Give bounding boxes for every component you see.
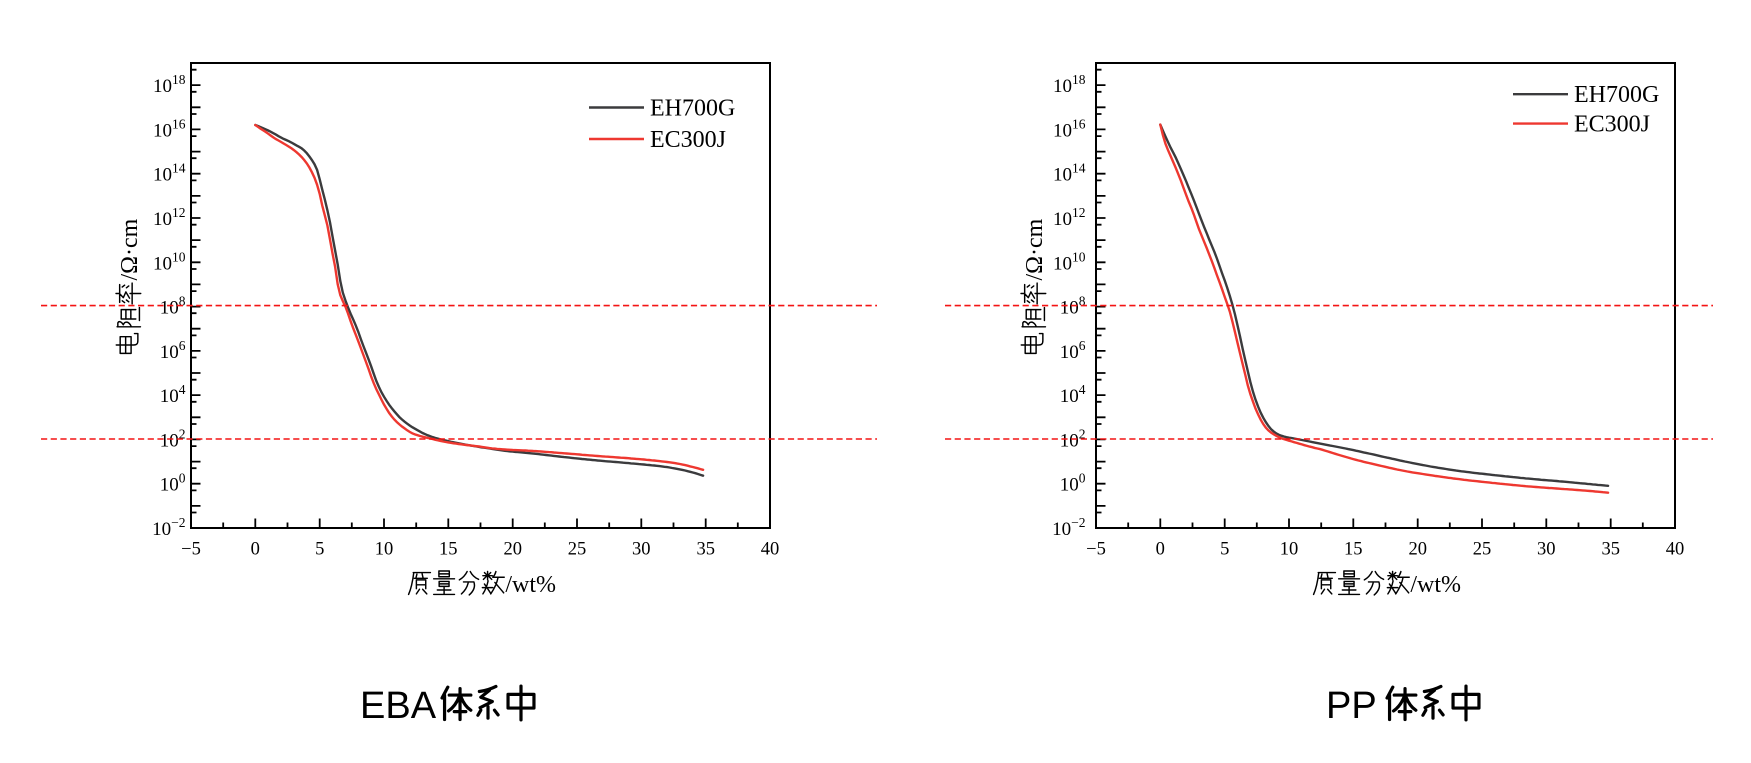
svg-text:30: 30 — [632, 540, 651, 560]
svg-text:35: 35 — [696, 540, 715, 560]
svg-text:/wt%: /wt% — [505, 572, 556, 598]
svg-text:0: 0 — [1156, 540, 1165, 560]
svg-text:40: 40 — [1666, 540, 1685, 560]
svg-text:EBA: EBA — [360, 685, 437, 727]
svg-text:40: 40 — [761, 540, 780, 560]
svg-text:104: 104 — [160, 382, 186, 407]
svg-text:−5: −5 — [181, 540, 201, 560]
svg-text:1010: 1010 — [1053, 249, 1086, 274]
svg-text:20: 20 — [1408, 540, 1427, 560]
svg-text:1014: 1014 — [1053, 161, 1086, 186]
svg-text:10−2: 10−2 — [152, 515, 185, 540]
svg-text:EC300J: EC300J — [1574, 112, 1650, 138]
svg-text:0: 0 — [251, 540, 260, 560]
svg-text:15: 15 — [1344, 540, 1363, 560]
svg-text:/Ω·cm: /Ω·cm — [1022, 218, 1048, 280]
svg-text:5: 5 — [315, 540, 324, 560]
svg-text:20: 20 — [503, 540, 522, 560]
svg-text:10: 10 — [375, 540, 394, 560]
svg-text:EC300J: EC300J — [650, 127, 726, 153]
svg-text:35: 35 — [1601, 540, 1620, 560]
svg-text:/wt%: /wt% — [1410, 572, 1461, 598]
svg-text:EH700G: EH700G — [1574, 82, 1659, 108]
svg-text:15: 15 — [439, 540, 458, 560]
svg-text:25: 25 — [568, 540, 587, 560]
svg-text:/Ω·cm: /Ω·cm — [117, 218, 143, 280]
svg-text:EH700G: EH700G — [650, 96, 735, 122]
svg-text:5: 5 — [1220, 540, 1229, 560]
svg-text:−5: −5 — [1086, 540, 1106, 560]
svg-text:25: 25 — [1473, 540, 1492, 560]
svg-text:30: 30 — [1537, 540, 1556, 560]
svg-text:10: 10 — [1280, 540, 1299, 560]
svg-text:PP: PP — [1326, 685, 1377, 727]
